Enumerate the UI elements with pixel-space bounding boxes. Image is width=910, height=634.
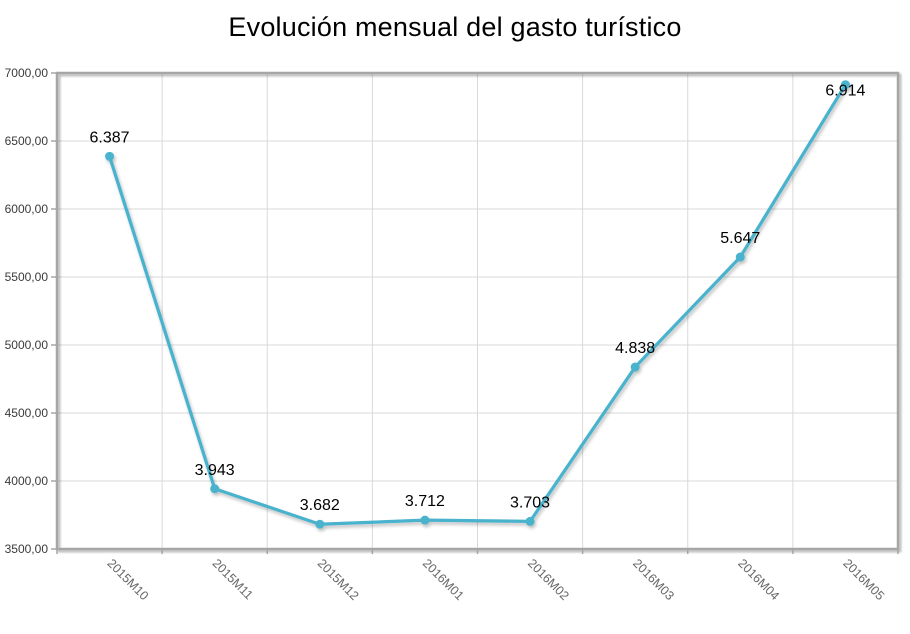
data-point	[105, 151, 115, 161]
data-label: 3.703	[510, 494, 550, 511]
data-point	[315, 519, 325, 529]
y-axis-label: 7000,00	[5, 66, 49, 80]
y-axis-label: 6500,00	[5, 134, 49, 148]
data-point	[525, 516, 535, 526]
y-axis-label: 6000,00	[5, 202, 49, 216]
x-axis-label: 2016M04	[735, 556, 782, 603]
x-axis-label: 2016M02	[525, 556, 572, 603]
data-label: 6.914	[825, 83, 865, 100]
data-label: 3.943	[195, 462, 235, 479]
data-point	[420, 515, 430, 525]
data-point	[840, 80, 850, 90]
data-label: 3.712	[405, 493, 445, 510]
axis-ticks	[51, 72, 899, 554]
x-axis-label: 2016M01	[420, 556, 467, 603]
data-label: 6.387	[90, 129, 130, 146]
x-axis-label: 2015M11	[210, 556, 256, 602]
chart-title: Evolución mensual del gasto turístico	[228, 12, 682, 42]
data-label: 4.838	[615, 340, 655, 357]
y-axis-label: 3500,00	[5, 542, 49, 556]
series-gasto-turistico	[105, 80, 850, 529]
gridlines	[57, 73, 898, 549]
y-axis-label: 4500,00	[5, 406, 49, 420]
x-axis-label: 2015M12	[315, 556, 362, 603]
data-point	[630, 362, 640, 372]
data-label: 5.647	[720, 230, 760, 247]
y-axis-label: 4000,00	[5, 474, 49, 488]
data-point	[210, 484, 220, 494]
x-axis-label: 2015M10	[104, 556, 151, 603]
series-line	[107, 83, 848, 526]
x-axis-label: 2016M03	[630, 556, 677, 603]
data-point	[735, 252, 745, 262]
data-label: 3.682	[300, 497, 340, 514]
y-axis-label: 5500,00	[5, 270, 49, 284]
x-axis-label: 2016M05	[840, 556, 887, 603]
y-axis-label: 5000,00	[5, 338, 49, 352]
